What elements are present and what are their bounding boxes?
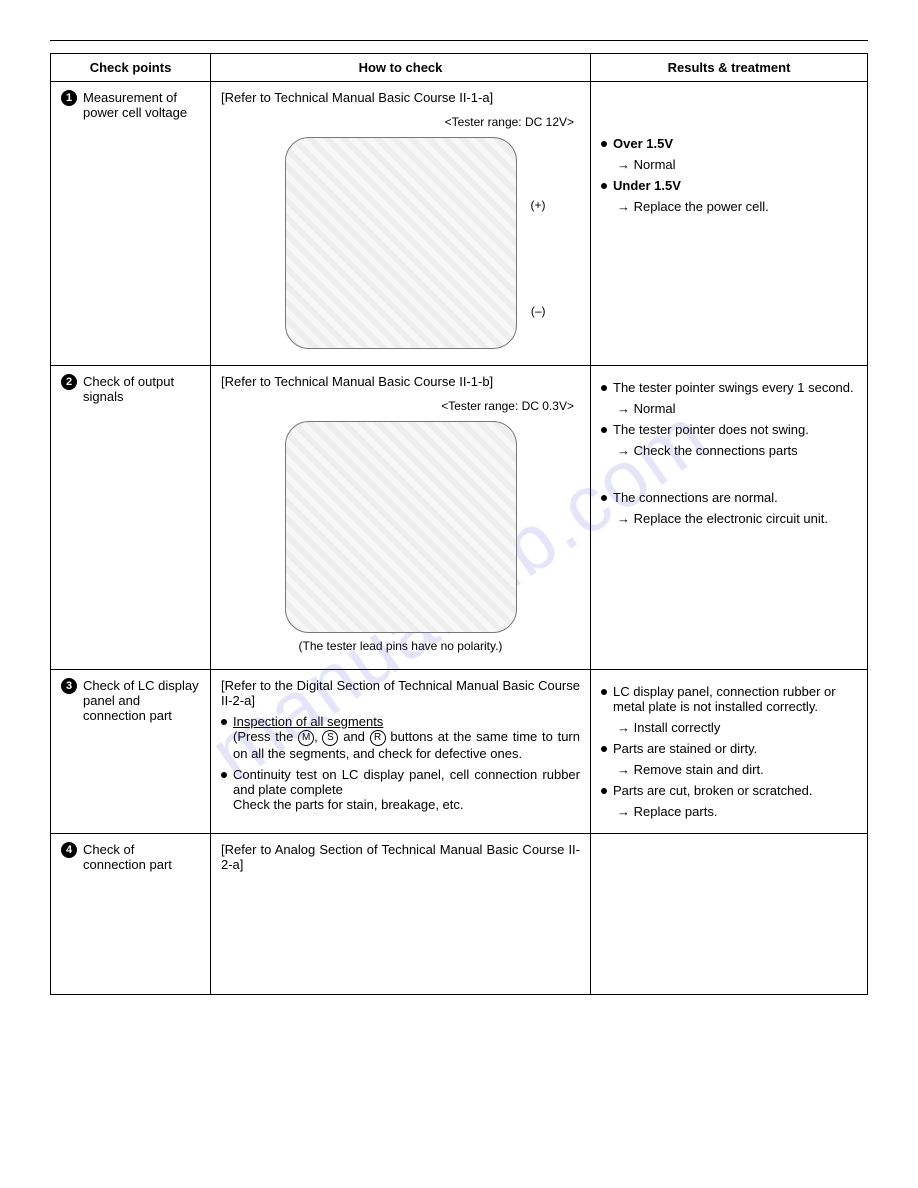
result-text: Parts are cut, broken or scratched. [613,783,812,798]
bullet-icon [601,689,607,695]
tester-range: <Tester range: DC 0.3V> [221,399,574,413]
inspection-text-a: (Press the [233,729,298,744]
refer-text: [Refer to Technical Manual Basic Course … [221,374,580,389]
check-title: Measurement of power cell voltage [83,90,200,120]
table-row: 3 Check of LC display panel and connecti… [51,670,868,834]
refer-text: [Refer to the Digital Section of Technic… [221,678,580,708]
th-check-points: Check points [51,54,211,82]
result-bold: Over 1.5V [613,136,673,151]
table-row: 1 Measurement of power cell voltage [Ref… [51,82,868,366]
top-rule [50,40,868,41]
check-title: Check of LC display panel and connection… [83,678,200,723]
troubleshoot-table: Check points How to check Results & trea… [50,53,868,995]
movement-diagram: (+) (–) [221,137,580,349]
check-title: Check of connection part [83,842,200,872]
arrow-icon: → [617,720,630,735]
step-number: 4 [61,842,77,858]
tester-range: <Tester range: DC 12V> [221,115,574,129]
diagram-caption: (The tester lead pins have no polarity.) [221,639,580,653]
m-button-icon: M [298,730,314,746]
th-results: Results & treatment [591,54,868,82]
result-text: The tester pointer does not swing. [613,422,809,437]
refer-text: [Refer to Analog Section of Technical Ma… [221,842,580,872]
continuity-label: Continuity test on LC display panel, cel… [233,767,580,797]
arrow-icon: → [617,511,630,526]
r-button-icon: R [370,730,386,746]
result-arrow: Normal [634,157,676,172]
arrow-icon: → [617,199,630,214]
result-bold: Under 1.5V [613,178,681,193]
s-button-icon: S [322,730,338,746]
result-arrow: Replace parts. [634,804,718,819]
bullet-icon [601,385,607,391]
step-number: 3 [61,678,77,694]
lead-minus-label: (–) [531,304,546,318]
table-row: 4 Check of connection part [Refer to Ana… [51,834,868,995]
result-arrow: Install correctly [634,720,721,735]
result-text: Parts are stained or dirty. [613,741,757,756]
step-number: 1 [61,90,77,106]
refer-text: [Refer to Technical Manual Basic Course … [221,90,580,105]
result-arrow: Remove stain and dirt. [634,762,764,777]
movement-diagram: (The tester lead pins have no polarity.) [221,421,580,653]
bullet-icon [601,183,607,189]
bullet-icon [601,495,607,501]
check-title: Check of output signals [83,374,200,404]
bullet-icon [221,719,227,725]
table-row: 2 Check of output signals [Refer to Tech… [51,366,868,670]
result-arrow: Check the connections parts [634,443,798,458]
result-arrow: Normal [634,401,676,416]
inspection-label: Inspection of all segments [233,714,383,729]
arrow-icon: → [617,762,630,777]
bullet-icon [601,427,607,433]
bullet-icon [601,746,607,752]
result-text: The connections are normal. [613,490,778,505]
th-how-to-check: How to check [211,54,591,82]
step-number: 2 [61,374,77,390]
bullet-icon [601,141,607,147]
continuity-text: Check the parts for stain, breakage, etc… [233,797,464,812]
comma: , [314,729,322,744]
result-arrow: Replace the power cell. [634,199,769,214]
result-arrow: Replace the electronic circuit unit. [634,511,828,526]
arrow-icon: → [617,804,630,819]
arrow-icon: → [617,443,630,458]
arrow-icon: → [617,157,630,172]
bullet-icon [601,788,607,794]
result-text: LC display panel, connection rubber or m… [613,684,857,714]
arrow-icon: → [617,401,630,416]
result-text: The tester pointer swings every 1 second… [613,380,854,395]
and-text: and [338,729,369,744]
bullet-icon [221,772,227,778]
lead-plus-label: (+) [531,198,546,212]
